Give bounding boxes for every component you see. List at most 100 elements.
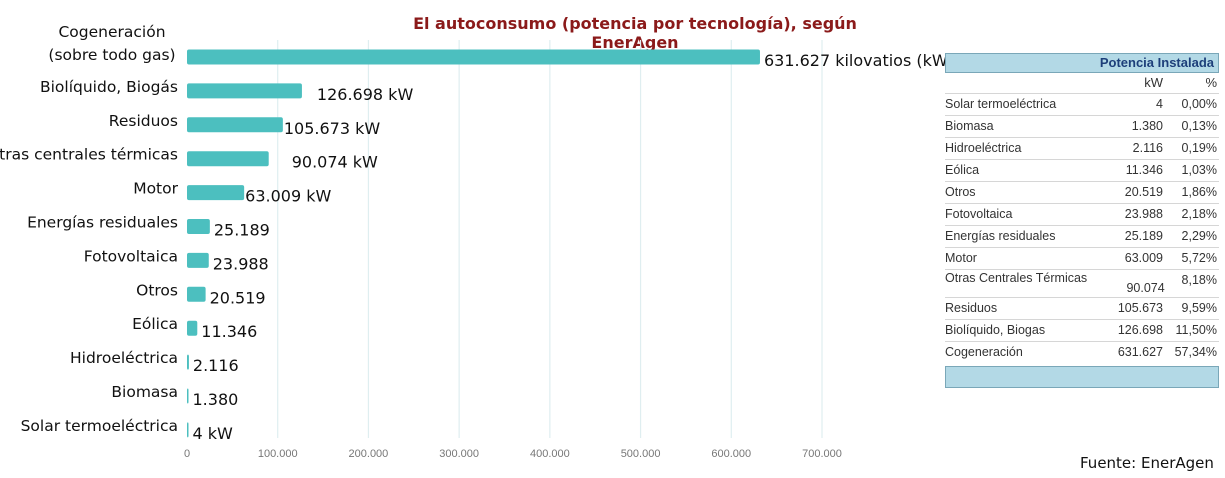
x-tick-label: 300.000 xyxy=(439,448,479,460)
value-label: 631.627 kilovatios (kW) xyxy=(764,51,945,70)
source-note: Fuente: EnerAgen xyxy=(1080,454,1214,472)
category-label: Biolíquido, Biogás xyxy=(40,78,178,96)
bar xyxy=(187,219,210,234)
table-cell-kw: 4 xyxy=(1156,97,1163,111)
bar xyxy=(187,388,189,404)
table-cell-kw: 20.519 xyxy=(1124,185,1163,199)
table-cell-name: Eólica xyxy=(945,163,980,177)
category-label: Motor xyxy=(133,180,178,198)
category-label-line: Cogeneración xyxy=(58,23,165,41)
bar xyxy=(187,286,206,302)
value-label: 20.519 xyxy=(210,288,266,307)
table-row: Hidroeléctrica 2.116 0,19% xyxy=(945,137,1219,159)
category-label: Hidroeléctrica xyxy=(70,349,178,367)
x-tick-label: 600.000 xyxy=(711,448,751,460)
table-cell-kw: 63.009 xyxy=(1124,251,1163,265)
x-tick-label: 200.000 xyxy=(349,448,389,460)
table-cell-name: Fotovoltaica xyxy=(945,207,1013,221)
bar xyxy=(187,320,198,336)
table-body: Solar termoeléctrica 4 0,00% Biomasa 1.380 0,… xyxy=(945,93,1219,363)
table-cell-pct: 1,86% xyxy=(1181,185,1217,199)
table-row: Otros 20.519 1,86% xyxy=(945,181,1219,203)
bar xyxy=(187,422,189,438)
table-header-kw: kW xyxy=(1144,75,1163,90)
table-row: Motor 63.009 5,72% xyxy=(945,247,1219,269)
table-header-pct: % xyxy=(1205,75,1217,90)
bar xyxy=(187,354,189,370)
table-header-name xyxy=(945,73,1083,93)
value-label: 63.009 kW xyxy=(245,187,331,206)
category-label: Otras centrales térmicas xyxy=(0,146,178,164)
table-cell-kw: 105.673 xyxy=(1117,301,1163,315)
table-cell-name: Energías residuales xyxy=(945,229,1056,243)
x-tick-label: 500.000 xyxy=(621,448,661,460)
table-cell-pct: 2,29% xyxy=(1181,229,1217,243)
table-cell-kw: 25.189 xyxy=(1124,229,1163,243)
table-row: Energías residuales 25.189 2,29% xyxy=(945,225,1219,247)
value-label: 2.116 xyxy=(193,356,239,375)
table-cell-pct: 0,00% xyxy=(1181,97,1217,111)
value-label: 25.189 xyxy=(214,221,270,240)
table-row: Residuos 105.673 9,59% xyxy=(945,297,1219,319)
x-tick-label: 0 xyxy=(184,448,190,460)
table-cell-name: Motor xyxy=(945,251,977,265)
category-label: Fotovoltaica xyxy=(84,247,178,265)
gridlines xyxy=(277,40,823,438)
x-axis-ticks: 0 100.000 200.000 300.000 400.000 500.000 600.… xyxy=(184,448,842,460)
table-cell-kw: 2.116 xyxy=(1132,141,1163,155)
bar xyxy=(187,83,302,99)
table-cell-name: Otros xyxy=(945,185,976,199)
table-cell-kw: 23.988 xyxy=(1124,207,1163,221)
table-cell-pct: 8,18% xyxy=(1181,273,1217,287)
category-label: Eólica xyxy=(132,315,178,333)
table-cell-name: Residuos xyxy=(945,301,998,315)
installed-power-table: Potencia Instalada kW % Solar termoeléct… xyxy=(945,53,1219,388)
table-cell-kw: 90.074 xyxy=(1126,281,1165,295)
table-row: Eólica 11.346 1,03% xyxy=(945,159,1219,181)
chart-title: El autoconsumo (potencia por tecnología)… xyxy=(413,14,857,52)
category-label-line: (sobre todo gas) xyxy=(48,46,175,64)
table-cell-pct: 9,59% xyxy=(1181,301,1217,315)
category-label: Biomasa xyxy=(111,383,178,401)
table-cell-pct: 57,34% xyxy=(1174,345,1217,359)
value-label: 126.698 kW xyxy=(317,85,414,104)
bar xyxy=(187,252,209,268)
table-row: Cogeneración 631.627 57,34% xyxy=(945,341,1219,363)
value-label: 90.074 kW xyxy=(292,153,378,172)
x-tick-label: 700.000 xyxy=(802,448,842,460)
x-tick-label: 400.000 xyxy=(530,448,570,460)
table-cell-name: Solar termoeléctrica xyxy=(945,97,1057,111)
table-cell-name: Otras Centrales Térmicas xyxy=(945,271,1088,285)
bar xyxy=(187,117,283,133)
table-header: kW % xyxy=(945,73,1219,93)
table-cell-pct: 2,18% xyxy=(1181,207,1217,221)
table-row: Otras Centrales Térmicas 90.074 8,18% xyxy=(945,269,1219,297)
category-labels: Cogeneración (sobre todo gas) Biolíquido, … xyxy=(0,23,179,435)
table-row: Biolíquido, Biogas 126.698 11,50% xyxy=(945,319,1219,341)
value-label: 11.346 xyxy=(201,322,257,341)
table-cell-name: Biolíquido, Biogas xyxy=(945,323,1046,337)
table-row: Biomasa 1.380 0,13% xyxy=(945,115,1219,137)
table-cell-name: Biomasa xyxy=(945,119,994,133)
x-tick-label: 100.000 xyxy=(258,448,298,460)
category-label: Residuos xyxy=(109,112,178,130)
table-cell-pct: 11,50% xyxy=(1175,323,1217,337)
category-label: Cogeneración (sobre todo gas) xyxy=(48,23,175,64)
category-label: Energías residuales xyxy=(27,214,178,232)
table-cell-kw: 631.627 xyxy=(1117,345,1163,359)
category-label: Solar termoeléctrica xyxy=(21,417,178,435)
value-label: 105.673 kW xyxy=(284,119,381,138)
bars xyxy=(187,49,760,438)
value-labels: 631.627 kilovatios (kW) 126.698 kW 105.673… xyxy=(193,51,946,443)
bar xyxy=(187,185,245,201)
bar xyxy=(187,49,760,65)
table-cell-pct: 5,72% xyxy=(1181,251,1217,265)
table-title: Potencia Instalada xyxy=(945,53,1219,73)
table-cell-pct: 0,19% xyxy=(1181,141,1217,155)
bar xyxy=(187,151,269,167)
table-cell-kw: 1.380 xyxy=(1131,119,1163,133)
table-row: Fotovoltaica 23.988 2,18% xyxy=(945,203,1219,225)
table-footer-bar xyxy=(945,366,1219,388)
table-cell-name: Cogeneración xyxy=(945,345,1023,359)
table-row: Solar termoeléctrica 4 0,00% xyxy=(945,93,1219,115)
